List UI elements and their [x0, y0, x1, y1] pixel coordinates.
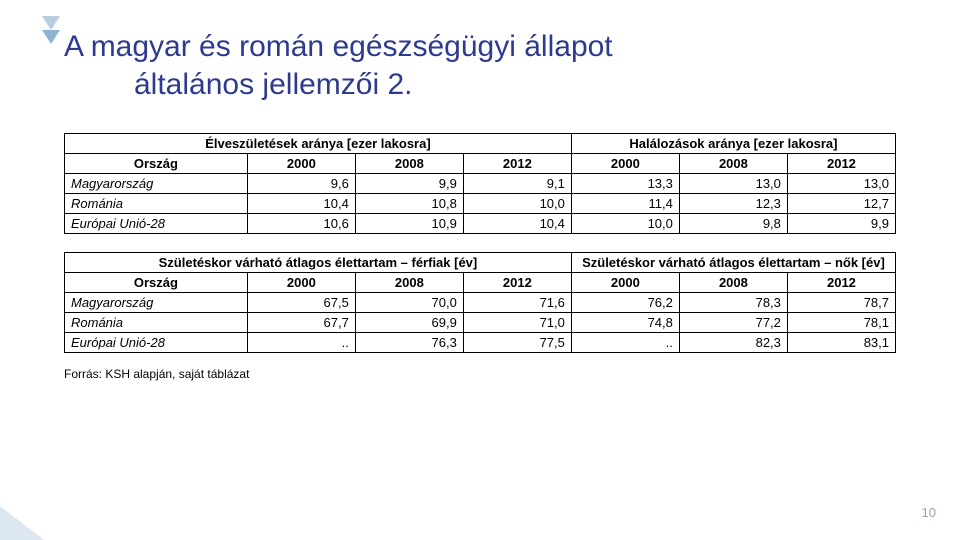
table-row: Európai Unió-28 .. 76,3 77,5 .. 82,3 83,…	[65, 333, 896, 353]
t1-cell: 10,8	[355, 194, 463, 214]
t2-cell: 69,9	[355, 313, 463, 333]
page-number: 10	[922, 505, 936, 520]
t1-year: 2000	[571, 154, 679, 174]
t2-cell: ..	[571, 333, 679, 353]
table-row: Magyarország 67,5 70,0 71,6 76,2 78,3 78…	[65, 293, 896, 313]
t2-cell: 67,7	[247, 313, 355, 333]
t2-cell: 78,3	[679, 293, 787, 313]
decor-corner	[0, 506, 44, 540]
title-line2: általános jellemzői 2.	[64, 66, 412, 104]
t1-country-label: Ország	[65, 154, 248, 174]
t1-year: 2008	[679, 154, 787, 174]
t1-year: 2000	[247, 154, 355, 174]
t1-row-label: Európai Unió-28	[65, 214, 248, 234]
t2-cell: 76,2	[571, 293, 679, 313]
t2-cell: 67,5	[247, 293, 355, 313]
t2-left-header: Születéskor várható átlagos élettartam –…	[65, 253, 572, 273]
t1-cell: 13,0	[679, 174, 787, 194]
table-row: Románia 10,4 10,8 10,0 11,4 12,3 12,7	[65, 194, 896, 214]
table-row: Európai Unió-28 10,6 10,9 10,4 10,0 9,8 …	[65, 214, 896, 234]
t2-year: 2012	[787, 273, 895, 293]
t2-cell: 78,1	[787, 313, 895, 333]
t1-row-label: Magyarország	[65, 174, 248, 194]
slide: A magyar és román egészségügyi állapot á…	[0, 0, 960, 540]
t2-cell: 71,6	[463, 293, 571, 313]
tables-container: Élveszületések aránya [ezer lakosra] Hal…	[0, 103, 960, 353]
t2-cell: 77,5	[463, 333, 571, 353]
t2-year: 2008	[355, 273, 463, 293]
spacer	[64, 234, 896, 252]
t2-cell: 77,2	[679, 313, 787, 333]
t2-cell: ..	[247, 333, 355, 353]
t2-row-label: Magyarország	[65, 293, 248, 313]
t1-cell: 12,3	[679, 194, 787, 214]
t2-row-label: Románia	[65, 313, 248, 333]
t1-cell: 10,4	[463, 214, 571, 234]
t2-right-header: Születéskor várható átlagos élettartam –…	[571, 253, 895, 273]
t2-cell: 82,3	[679, 333, 787, 353]
table-row: Ország 2000 2008 2012 2000 2008 2012	[65, 273, 896, 293]
t1-cell: 9,9	[787, 214, 895, 234]
title-line1: A magyar és román egészségügyi állapot	[64, 30, 613, 63]
t1-row-label: Románia	[65, 194, 248, 214]
t2-cell: 83,1	[787, 333, 895, 353]
t1-cell: 13,0	[787, 174, 895, 194]
t1-year: 2008	[355, 154, 463, 174]
t1-cell: 9,6	[247, 174, 355, 194]
table-row: Ország 2000 2008 2012 2000 2008 2012	[65, 154, 896, 174]
t2-year: 2000	[571, 273, 679, 293]
table-row: Születéskor várható átlagos élettartam –…	[65, 253, 896, 273]
source-note: Forrás: KSH alapján, saját táblázat	[0, 353, 960, 381]
t1-right-header: Halálozások aránya [ezer lakosra]	[571, 134, 895, 154]
t1-cell: 9,8	[679, 214, 787, 234]
t1-cell: 9,1	[463, 174, 571, 194]
t1-cell: 13,3	[571, 174, 679, 194]
t2-year: 2008	[679, 273, 787, 293]
t1-cell: 10,0	[463, 194, 571, 214]
t2-cell: 71,0	[463, 313, 571, 333]
table-row: Románia 67,7 69,9 71,0 74,8 77,2 78,1	[65, 313, 896, 333]
table-life-expectancy: Születéskor várható átlagos élettartam –…	[64, 252, 896, 353]
decor-triangle-top	[42, 16, 60, 30]
t2-row-label: Európai Unió-28	[65, 333, 248, 353]
t2-cell: 78,7	[787, 293, 895, 313]
t1-cell: 12,7	[787, 194, 895, 214]
t1-cell: 10,4	[247, 194, 355, 214]
t2-cell: 70,0	[355, 293, 463, 313]
t2-year: 2000	[247, 273, 355, 293]
t1-cell: 9,9	[355, 174, 463, 194]
t1-cell: 10,9	[355, 214, 463, 234]
t1-cell: 10,0	[571, 214, 679, 234]
t1-year: 2012	[463, 154, 571, 174]
slide-title: A magyar és román egészségügyi állapot á…	[0, 0, 700, 103]
decor-triangle-bottom	[42, 30, 60, 44]
table-births-deaths: Élveszületések aránya [ezer lakosra] Hal…	[64, 133, 896, 234]
t1-cell: 10,6	[247, 214, 355, 234]
t2-country-label: Ország	[65, 273, 248, 293]
t1-left-header: Élveszületések aránya [ezer lakosra]	[65, 134, 572, 154]
t2-year: 2012	[463, 273, 571, 293]
t1-year: 2012	[787, 154, 895, 174]
t2-cell: 74,8	[571, 313, 679, 333]
table-row: Élveszületések aránya [ezer lakosra] Hal…	[65, 134, 896, 154]
table-row: Magyarország 9,6 9,9 9,1 13,3 13,0 13,0	[65, 174, 896, 194]
t1-cell: 11,4	[571, 194, 679, 214]
t2-cell: 76,3	[355, 333, 463, 353]
